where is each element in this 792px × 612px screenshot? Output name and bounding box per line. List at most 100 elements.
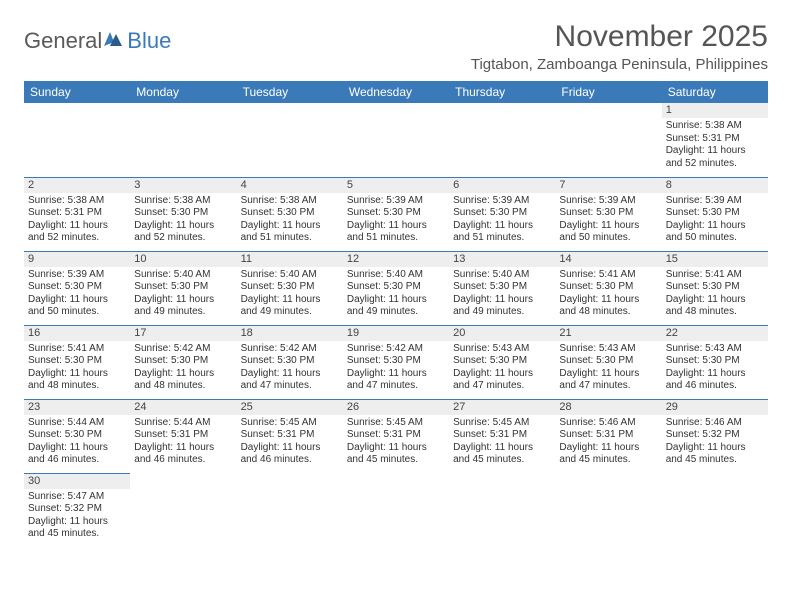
cell-sunrise: Sunrise: 5:46 AM — [559, 417, 657, 430]
cell-sunset: Sunset: 5:30 PM — [453, 355, 551, 368]
cell-daylight1: Daylight: 11 hours — [134, 294, 232, 307]
cell-daylight1: Daylight: 11 hours — [347, 294, 445, 307]
day-number: 29 — [662, 400, 768, 415]
cell-sunrise: Sunrise: 5:39 AM — [28, 269, 126, 282]
day-number-empty — [237, 473, 343, 488]
cell-sunset: Sunset: 5:30 PM — [241, 281, 339, 294]
cell-daylight2: and 50 minutes. — [28, 306, 126, 319]
calendar-cell: 22Sunrise: 5:43 AMSunset: 5:30 PMDayligh… — [662, 325, 768, 399]
cell-body: Sunrise: 5:42 AMSunset: 5:30 PMDaylight:… — [343, 341, 449, 397]
cell-daylight1: Daylight: 11 hours — [666, 220, 764, 233]
day-number-empty — [24, 103, 130, 118]
cell-sunset: Sunset: 5:30 PM — [28, 355, 126, 368]
cell-sunset: Sunset: 5:30 PM — [28, 429, 126, 442]
calendar-cell: 14Sunrise: 5:41 AMSunset: 5:30 PMDayligh… — [555, 251, 661, 325]
calendar-cell: 17Sunrise: 5:42 AMSunset: 5:30 PMDayligh… — [130, 325, 236, 399]
cell-body: Sunrise: 5:40 AMSunset: 5:30 PMDaylight:… — [237, 267, 343, 323]
cell-sunset: Sunset: 5:30 PM — [241, 207, 339, 220]
day-number: 10 — [130, 252, 236, 267]
cell-sunrise: Sunrise: 5:38 AM — [28, 195, 126, 208]
cell-daylight2: and 46 minutes. — [241, 454, 339, 467]
cell-sunrise: Sunrise: 5:38 AM — [241, 195, 339, 208]
day-number: 18 — [237, 326, 343, 341]
cell-body: Sunrise: 5:43 AMSunset: 5:30 PMDaylight:… — [449, 341, 555, 397]
cell-daylight1: Daylight: 11 hours — [453, 294, 551, 307]
day-number: 17 — [130, 326, 236, 341]
cell-sunset: Sunset: 5:31 PM — [559, 429, 657, 442]
cell-body: Sunrise: 5:39 AMSunset: 5:30 PMDaylight:… — [555, 193, 661, 249]
cell-daylight2: and 48 minutes. — [28, 380, 126, 393]
cell-daylight2: and 48 minutes. — [559, 306, 657, 319]
day-number: 4 — [237, 178, 343, 193]
logo-text-blue: Blue — [127, 28, 171, 54]
day-number: 2 — [24, 178, 130, 193]
cell-sunrise: Sunrise: 5:39 AM — [347, 195, 445, 208]
cell-body: Sunrise: 5:38 AMSunset: 5:30 PMDaylight:… — [130, 193, 236, 249]
flag-icon — [104, 28, 124, 54]
day-number-empty — [662, 473, 768, 488]
day-header: Friday — [555, 81, 661, 103]
day-header: Sunday — [24, 81, 130, 103]
cell-sunset: Sunset: 5:31 PM — [453, 429, 551, 442]
day-header: Wednesday — [343, 81, 449, 103]
cell-body: Sunrise: 5:40 AMSunset: 5:30 PMDaylight:… — [130, 267, 236, 323]
calendar-cell — [449, 473, 555, 547]
cell-body: Sunrise: 5:40 AMSunset: 5:30 PMDaylight:… — [449, 267, 555, 323]
cell-sunrise: Sunrise: 5:41 AM — [666, 269, 764, 282]
cell-sunset: Sunset: 5:31 PM — [347, 429, 445, 442]
calendar-cell: 27Sunrise: 5:45 AMSunset: 5:31 PMDayligh… — [449, 399, 555, 473]
cell-body: Sunrise: 5:43 AMSunset: 5:30 PMDaylight:… — [555, 341, 661, 397]
cell-daylight1: Daylight: 11 hours — [347, 368, 445, 381]
calendar-cell — [130, 473, 236, 547]
cell-sunrise: Sunrise: 5:39 AM — [453, 195, 551, 208]
calendar-cell: 29Sunrise: 5:46 AMSunset: 5:32 PMDayligh… — [662, 399, 768, 473]
calendar-cell: 11Sunrise: 5:40 AMSunset: 5:30 PMDayligh… — [237, 251, 343, 325]
cell-sunset: Sunset: 5:30 PM — [666, 281, 764, 294]
title-block: November 2025 Tigtabon, Zamboanga Penins… — [471, 20, 768, 73]
cell-daylight1: Daylight: 11 hours — [134, 442, 232, 455]
calendar-cell: 13Sunrise: 5:40 AMSunset: 5:30 PMDayligh… — [449, 251, 555, 325]
cell-daylight1: Daylight: 11 hours — [453, 442, 551, 455]
cell-body: Sunrise: 5:38 AMSunset: 5:31 PMDaylight:… — [24, 193, 130, 249]
logo-text-general: General — [24, 28, 102, 54]
calendar-cell: 18Sunrise: 5:42 AMSunset: 5:30 PMDayligh… — [237, 325, 343, 399]
day-number-empty — [555, 103, 661, 118]
day-number: 8 — [662, 178, 768, 193]
cell-body: Sunrise: 5:44 AMSunset: 5:30 PMDaylight:… — [24, 415, 130, 471]
cell-sunrise: Sunrise: 5:41 AM — [559, 269, 657, 282]
cell-daylight1: Daylight: 11 hours — [347, 442, 445, 455]
day-header: Monday — [130, 81, 236, 103]
cell-daylight2: and 47 minutes. — [347, 380, 445, 393]
cell-body: Sunrise: 5:45 AMSunset: 5:31 PMDaylight:… — [449, 415, 555, 471]
calendar-cell: 24Sunrise: 5:44 AMSunset: 5:31 PMDayligh… — [130, 399, 236, 473]
calendar-cell: 6Sunrise: 5:39 AMSunset: 5:30 PMDaylight… — [449, 177, 555, 251]
cell-sunrise: Sunrise: 5:46 AM — [666, 417, 764, 430]
cell-daylight1: Daylight: 11 hours — [666, 368, 764, 381]
cell-daylight1: Daylight: 11 hours — [559, 368, 657, 381]
day-number: 6 — [449, 178, 555, 193]
cell-sunset: Sunset: 5:32 PM — [666, 429, 764, 442]
cell-daylight1: Daylight: 11 hours — [453, 368, 551, 381]
calendar-cell: 20Sunrise: 5:43 AMSunset: 5:30 PMDayligh… — [449, 325, 555, 399]
cell-daylight1: Daylight: 11 hours — [28, 294, 126, 307]
cell-body: Sunrise: 5:39 AMSunset: 5:30 PMDaylight:… — [343, 193, 449, 249]
day-number: 30 — [24, 474, 130, 489]
cell-sunrise: Sunrise: 5:43 AM — [559, 343, 657, 356]
cell-daylight1: Daylight: 11 hours — [134, 368, 232, 381]
cell-daylight2: and 48 minutes. — [134, 380, 232, 393]
calendar-cell — [343, 103, 449, 177]
day-number: 27 — [449, 400, 555, 415]
cell-daylight2: and 46 minutes. — [666, 380, 764, 393]
cell-body: Sunrise: 5:41 AMSunset: 5:30 PMDaylight:… — [24, 341, 130, 397]
cell-daylight1: Daylight: 11 hours — [666, 294, 764, 307]
cell-sunset: Sunset: 5:30 PM — [134, 207, 232, 220]
cell-daylight2: and 49 minutes. — [241, 306, 339, 319]
day-number: 23 — [24, 400, 130, 415]
cell-sunset: Sunset: 5:31 PM — [241, 429, 339, 442]
cell-sunrise: Sunrise: 5:40 AM — [453, 269, 551, 282]
cell-sunrise: Sunrise: 5:42 AM — [347, 343, 445, 356]
cell-sunrise: Sunrise: 5:41 AM — [28, 343, 126, 356]
day-number-empty — [449, 103, 555, 118]
cell-daylight1: Daylight: 11 hours — [453, 220, 551, 233]
cell-daylight2: and 52 minutes. — [134, 232, 232, 245]
